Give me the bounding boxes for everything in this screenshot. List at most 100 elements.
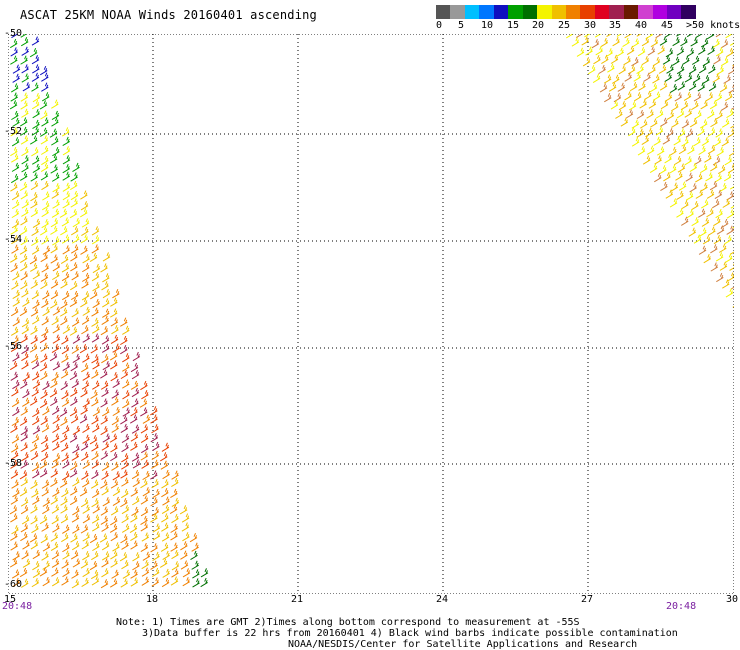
- wind-barb: [631, 137, 640, 147]
- wind-barb: [99, 533, 108, 543]
- wind-barb: [712, 199, 720, 209]
- wind-barb: [62, 542, 70, 553]
- wind-barb: [101, 522, 109, 532]
- wind-barb: [719, 182, 727, 193]
- wind-barb: [80, 208, 88, 218]
- wind-barb: [40, 435, 49, 445]
- wind-barb: [152, 488, 160, 499]
- wind-barb: [612, 74, 620, 84]
- wind-barb: [40, 389, 48, 399]
- wind-barb: [31, 36, 40, 46]
- wind-barb: [709, 162, 718, 172]
- wind-barb: [50, 279, 59, 289]
- wind-barb: [608, 82, 617, 92]
- wind-barb: [52, 146, 60, 157]
- wind-barb: [81, 451, 89, 461]
- wind-barb: [644, 90, 652, 100]
- wind-barb: [588, 65, 596, 75]
- wind-barb: [62, 524, 70, 534]
- wind-barb: [91, 576, 100, 586]
- wind-barb: [706, 208, 714, 218]
- wind-barb: [131, 424, 140, 434]
- wind-barb: [19, 487, 28, 497]
- wind-barb: [31, 360, 40, 370]
- wind-barb: [29, 343, 38, 353]
- wind-barb: [142, 414, 151, 424]
- wind-barb: [161, 532, 170, 542]
- wind-barb: [660, 99, 669, 110]
- wind-barb: [110, 451, 118, 462]
- wind-barb: [20, 280, 28, 290]
- wind-barb: [647, 46, 656, 56]
- wind-barb: [22, 372, 31, 382]
- wind-barb: [52, 453, 61, 463]
- wind-barb: [92, 541, 100, 552]
- wind-barb: [59, 307, 68, 317]
- wind-barb: [30, 325, 38, 335]
- wind-barb: [82, 254, 90, 264]
- wind-barb: [140, 479, 148, 489]
- wind-barb: [622, 37, 630, 48]
- wind-barb: [131, 370, 140, 380]
- wind-barb: [120, 497, 128, 508]
- wind-barb: [729, 248, 734, 255]
- wind-barb: [120, 335, 128, 346]
- wind-barb: [110, 317, 119, 327]
- wind-barb: [151, 459, 159, 469]
- wind-barb: [10, 173, 19, 184]
- legend-label-5: 5: [458, 20, 465, 31]
- wind-barb: [19, 416, 28, 426]
- wind-barb: [20, 135, 29, 145]
- wind-barb: [91, 397, 99, 407]
- wind-barb: [91, 550, 99, 561]
- wind-barb: [52, 487, 60, 497]
- wind-barb: [62, 471, 70, 481]
- wind-barb: [111, 569, 119, 579]
- wind-barb: [40, 127, 48, 137]
- wind-barb: [723, 74, 731, 84]
- wind-barb: [656, 146, 665, 156]
- wind-barb: [71, 344, 80, 354]
- wind-barb: [60, 416, 68, 427]
- wind-barb: [60, 496, 68, 506]
- wind-barb: [32, 495, 40, 505]
- wind-barb: [120, 423, 129, 433]
- wind-barb: [714, 189, 723, 200]
- wind-barb: [60, 299, 68, 309]
- wind-barb: [624, 72, 632, 82]
- wind-barb: [10, 182, 18, 192]
- wind-barb: [121, 523, 130, 533]
- wind-barb: [636, 64, 644, 74]
- wind-barb: [715, 34, 722, 38]
- wind-barb: [617, 82, 626, 92]
- wind-barb: [161, 577, 170, 588]
- wind-barb: [40, 135, 49, 145]
- wind-barb: [130, 513, 138, 523]
- wind-barb: [686, 47, 695, 58]
- wind-barb: [152, 531, 161, 541]
- wind-barb: [50, 532, 59, 542]
- wind-barb: [140, 424, 149, 434]
- wind-barb: [51, 558, 60, 568]
- wind-barb: [101, 407, 110, 417]
- wind-barb: [31, 462, 40, 472]
- wind-barb: [20, 216, 28, 226]
- wind-barb: [120, 578, 129, 588]
- wind-barb: [688, 64, 697, 75]
- wind-barb: [697, 82, 706, 92]
- wind-barb: [160, 452, 168, 462]
- wind-barb: [19, 225, 28, 236]
- legend-label-30: 30: [584, 20, 597, 31]
- wind-barb: [660, 181, 668, 192]
- time-label-left: 20:48: [2, 601, 33, 612]
- wind-barb: [60, 254, 69, 264]
- wind-barb: [678, 144, 687, 155]
- wind-barb: [30, 262, 38, 272]
- wind-barb: [120, 369, 129, 380]
- wind-barb: [620, 117, 629, 127]
- wind-barb: [130, 362, 139, 373]
- wind-barb: [120, 534, 128, 544]
- wind-barb: [649, 83, 658, 93]
- wind-barb: [713, 137, 722, 147]
- wind-barb: [109, 523, 118, 533]
